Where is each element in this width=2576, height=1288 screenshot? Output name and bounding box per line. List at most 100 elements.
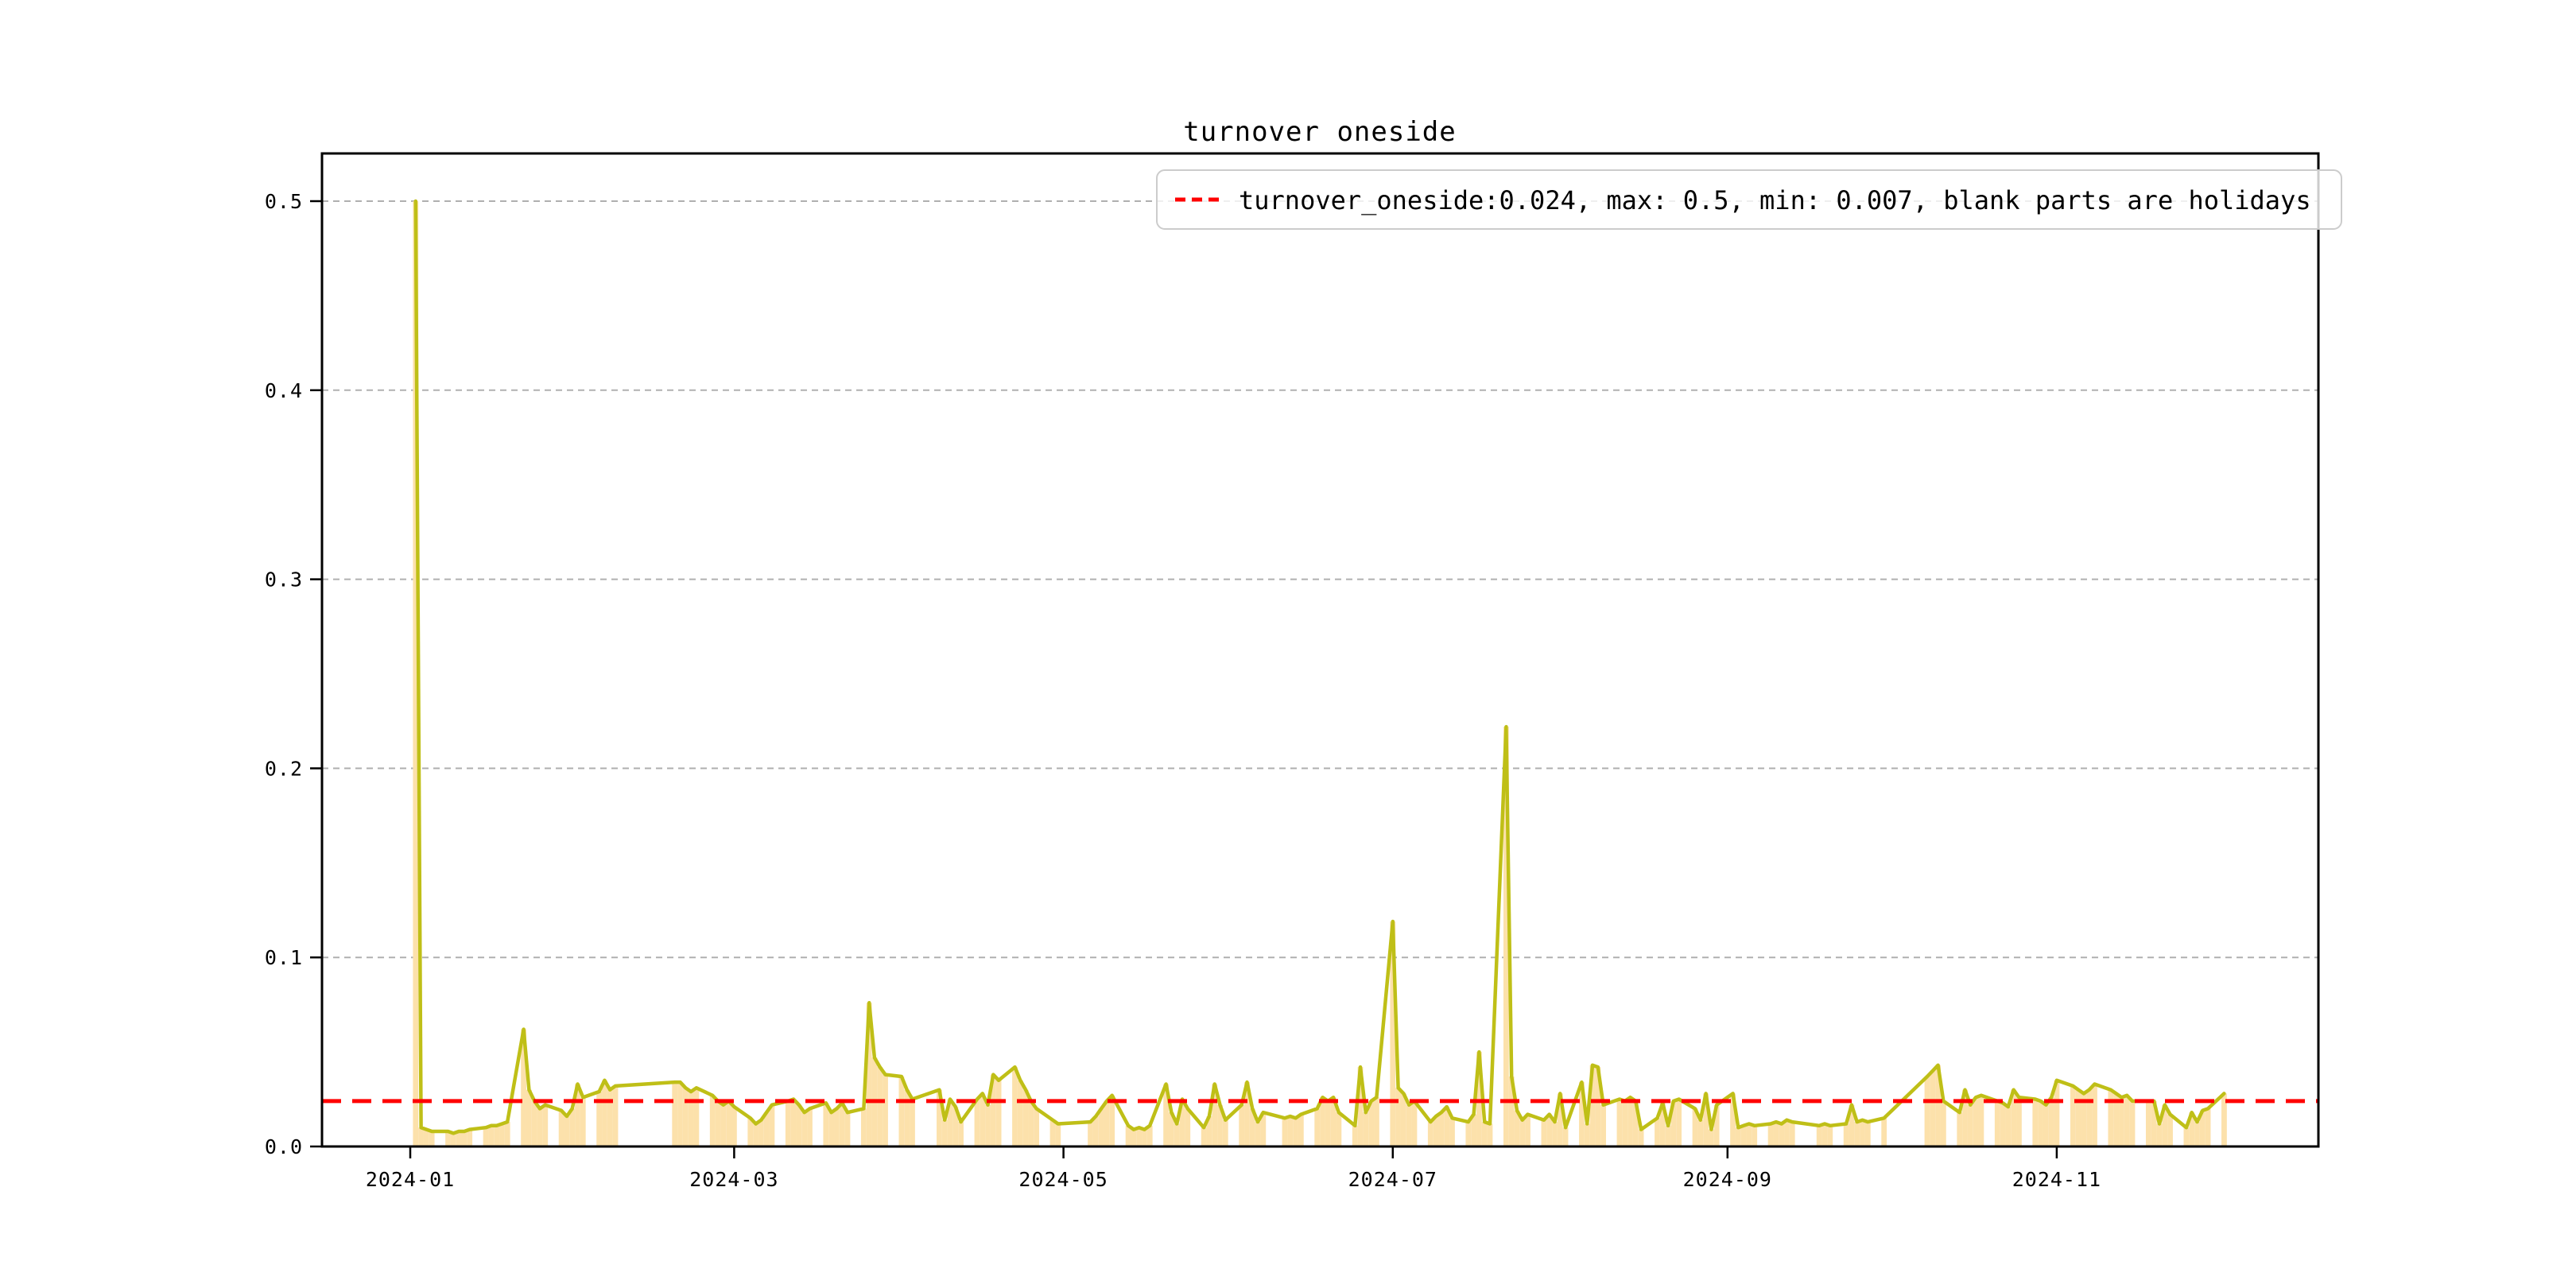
bar — [980, 1093, 986, 1146]
bar — [747, 1118, 754, 1146]
bar — [1185, 1108, 1191, 1146]
bar — [2032, 1099, 2039, 1146]
bar — [958, 1122, 964, 1146]
bar — [796, 1104, 802, 1146]
bar — [1260, 1112, 1267, 1146]
bar — [2108, 1089, 2114, 1146]
bar — [542, 1104, 549, 1146]
bar — [2038, 1100, 2043, 1146]
bar — [537, 1108, 543, 1146]
bar — [1655, 1118, 1660, 1146]
bar — [1125, 1125, 1131, 1146]
bar — [413, 201, 419, 1146]
bar — [1697, 1119, 1704, 1146]
bar — [1978, 1095, 1984, 1146]
bar — [2124, 1095, 2130, 1146]
bar — [423, 1129, 429, 1146]
bar — [1709, 1129, 1714, 1146]
legend: turnover_oneside:0.024, max: 0.5, min: 0… — [1156, 169, 2342, 230]
bar — [2145, 1100, 2151, 1146]
bar — [445, 1131, 451, 1146]
bar — [1179, 1099, 1185, 1146]
bar — [860, 1108, 867, 1146]
bar — [2016, 1097, 2022, 1146]
bar — [1028, 1100, 1034, 1146]
bar — [1589, 1065, 1596, 1146]
bar — [1255, 1122, 1261, 1146]
bar — [1330, 1097, 1336, 1146]
bar — [504, 1122, 510, 1146]
y-tick-label: 0.0 — [265, 1135, 303, 1158]
bar — [1282, 1118, 1288, 1146]
bar — [558, 1110, 564, 1146]
bar — [839, 1103, 845, 1146]
bar — [1584, 1123, 1590, 1146]
bar — [2043, 1104, 2049, 1146]
bar — [801, 1112, 808, 1146]
bar — [2113, 1093, 2120, 1146]
bar — [1012, 1067, 1018, 1146]
bar — [1816, 1125, 1822, 1146]
x-tick-label: 2024-09 — [1683, 1168, 1772, 1191]
bar — [1752, 1125, 1758, 1146]
bar — [2194, 1122, 2200, 1146]
bar — [1930, 1070, 1936, 1146]
bar — [2070, 1085, 2076, 1146]
bar — [1746, 1123, 1752, 1146]
bar — [1789, 1122, 1795, 1146]
bar — [2183, 1127, 2190, 1146]
bar — [1427, 1122, 1433, 1146]
bar — [731, 1107, 737, 1146]
bar — [2005, 1107, 2012, 1146]
bar — [1632, 1100, 1639, 1146]
bar — [607, 1089, 613, 1146]
x-tick-label: 2024-07 — [1348, 1168, 1437, 1191]
bar — [1821, 1123, 1828, 1146]
bar — [1541, 1119, 1547, 1146]
bar — [1136, 1127, 1143, 1146]
bar — [418, 1127, 424, 1146]
bar — [1860, 1119, 1865, 1146]
bar — [2081, 1093, 2087, 1146]
bar — [1098, 1108, 1104, 1146]
bar — [720, 1104, 727, 1146]
bar — [2011, 1089, 2017, 1146]
bar — [1433, 1116, 1439, 1146]
bar — [1217, 1104, 1223, 1146]
bar — [1363, 1112, 1369, 1146]
bar — [1471, 1114, 1477, 1146]
bar — [1336, 1112, 1342, 1146]
bar — [1973, 1097, 1979, 1146]
bar — [1508, 1077, 1515, 1146]
bar — [753, 1123, 758, 1146]
bar — [688, 1092, 694, 1146]
bar — [974, 1099, 980, 1146]
bar — [1773, 1122, 1779, 1146]
bar — [1142, 1129, 1147, 1146]
bar — [1600, 1104, 1606, 1146]
x-tick-label: 2024-11 — [2012, 1168, 2101, 1191]
bar — [726, 1100, 732, 1146]
bar — [1249, 1108, 1255, 1146]
bar — [1627, 1097, 1633, 1146]
bar — [2092, 1084, 2097, 1146]
bar — [910, 1099, 915, 1146]
bar — [1438, 1112, 1445, 1146]
bar — [2205, 1108, 2211, 1146]
x-axis: 2024-01 2024-03 2024-05 2024-07 2024-09 2024-… — [366, 1146, 2101, 1191]
bar — [1374, 1097, 1379, 1146]
bar — [1703, 1093, 1709, 1146]
bar — [569, 1108, 576, 1146]
bar — [1622, 1100, 1628, 1146]
bar — [2199, 1110, 2206, 1146]
bar — [450, 1133, 456, 1146]
bar — [531, 1100, 537, 1146]
bar — [952, 1107, 959, 1146]
bar — [941, 1119, 948, 1146]
bar — [1481, 1122, 1488, 1146]
plot-area — [322, 153, 2318, 1146]
bar — [1212, 1084, 1218, 1146]
bar — [1503, 727, 1509, 1146]
bar — [1244, 1082, 1250, 1146]
